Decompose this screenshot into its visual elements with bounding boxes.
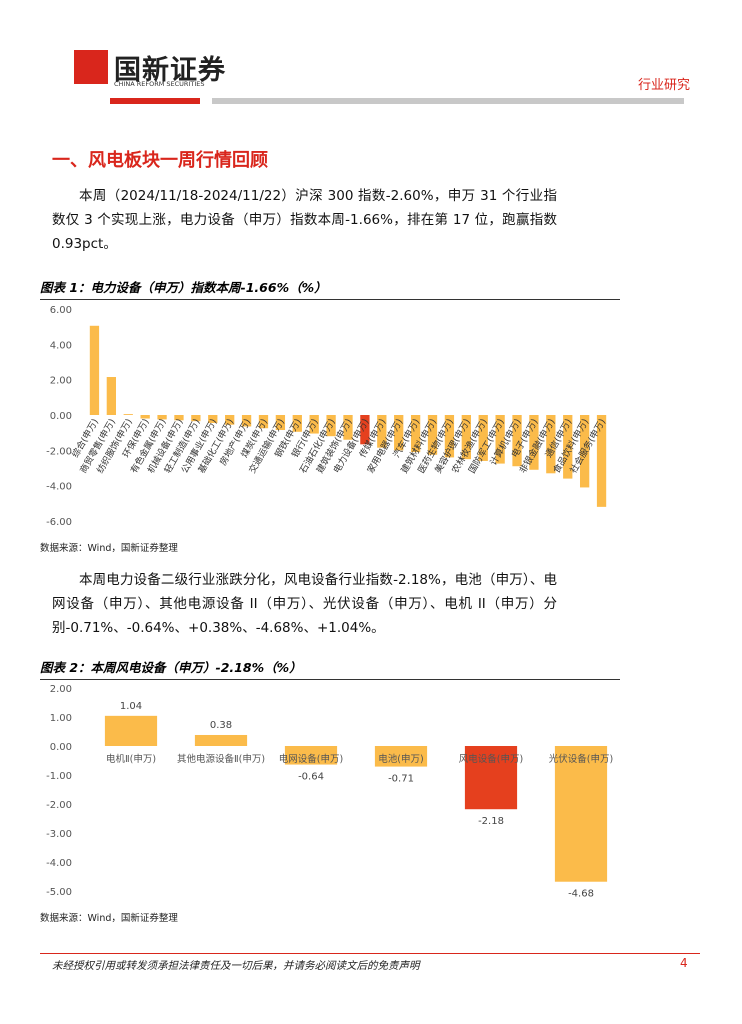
bar — [464, 746, 518, 810]
bar — [554, 746, 608, 882]
brand: 国新证券 — [114, 55, 226, 86]
bar — [194, 734, 248, 746]
bar — [258, 415, 269, 429]
bar — [225, 415, 235, 425]
footer-line — [40, 953, 700, 954]
y-tick-label: -2.00 — [46, 800, 72, 811]
bar — [394, 415, 404, 451]
value-label: -0.64 — [298, 772, 324, 783]
bar — [563, 415, 573, 479]
page-number: 4 — [680, 956, 688, 970]
x-tick-label: 光伏设备(申万) — [549, 753, 613, 765]
y-tick-label: 4.00 — [50, 340, 72, 351]
y-tick-label: 2.00 — [50, 376, 72, 387]
source: 数据来源：Wind，国新证券整理 — [40, 913, 178, 924]
y-tick-label: -3.00 — [46, 829, 72, 840]
bar — [326, 415, 336, 437]
bar — [360, 415, 370, 445]
y-tick-label: -4.00 — [46, 858, 72, 869]
bar — [89, 325, 100, 415]
header-bar-red — [110, 98, 200, 104]
y-tick-label: -1.00 — [46, 771, 72, 782]
bar — [292, 415, 302, 432]
value-label: -4.68 — [568, 889, 594, 900]
logo-mark — [74, 50, 108, 84]
value-label: 0.38 — [210, 720, 232, 731]
header-tag: 行业研究 — [638, 78, 691, 93]
brand-en: CHINA REFORM SECURITIES — [114, 80, 205, 88]
bar — [427, 415, 438, 455]
bar — [444, 415, 455, 458]
bar — [309, 415, 319, 434]
bar — [106, 377, 117, 415]
bar — [546, 415, 556, 474]
value-label: -2.18 — [478, 816, 504, 827]
y-tick-label: 2.00 — [50, 684, 72, 695]
x-tick-label: 风电设备(申万) — [459, 753, 523, 765]
paragraph: 本周电力设备二级行业涨跌分化，风电设备行业指数-2.18%，电池（申万）、电网设… — [52, 572, 557, 636]
bar — [174, 415, 184, 421]
x-tick-label: 电池(申万) — [378, 753, 423, 765]
bar — [461, 415, 471, 460]
y-tick-label: 0.00 — [50, 742, 72, 753]
y-tick-label: -4.00 — [46, 482, 72, 493]
figure-title: 图表 2：本周风电设备（申万）-2.18%（%） — [40, 657, 620, 680]
y-tick-label: 0.00 — [50, 411, 72, 422]
header-bar-gray — [212, 98, 684, 104]
bar — [191, 415, 201, 422]
value-label: -0.71 — [388, 774, 414, 785]
bar — [241, 415, 252, 427]
bar — [495, 415, 505, 464]
bar — [596, 415, 607, 507]
bar — [157, 415, 167, 420]
x-tick-label: 电网设备(申万) — [279, 753, 343, 765]
bar — [374, 746, 428, 767]
bar — [410, 415, 421, 453]
x-tick-label: 其他电源设备Ⅱ(申万) — [177, 753, 265, 765]
y-tick-label: 6.00 — [50, 305, 72, 316]
bar — [579, 415, 590, 488]
bar — [343, 415, 353, 440]
y-tick-label: -2.00 — [46, 446, 72, 457]
bar — [529, 415, 539, 470]
bar — [284, 746, 338, 765]
section-title: 一、风电板块一周行情回顾 — [52, 150, 268, 171]
chart: 2.00 1.00 0.00 -1.00 -2.00 -3.00 -4.00 -5.00 电机Ⅱ… — [46, 684, 613, 900]
bar — [377, 415, 387, 448]
disclaimer: 未经授权引用或转发须承担法律责任及一切后果，并请务必阅读文后的免责声明 — [52, 960, 420, 972]
source: 数据来源：Wind，国新证券整理 — [40, 543, 178, 554]
value-label: 1.04 — [120, 701, 142, 712]
x-tick-label: 电机Ⅱ(申万) — [106, 753, 156, 765]
y-tick-label: -5.00 — [46, 887, 72, 898]
bar — [104, 715, 158, 746]
y-tick-label: -6.00 — [46, 517, 72, 528]
figure-title: 图表 1：电力设备（申万）指数本周-1.66%（%） — [40, 277, 620, 300]
bar — [208, 415, 218, 423]
bar — [478, 415, 488, 461]
paragraph: 本周（2024/11/18-2024/11/22）沪深 300 指数-2.60%… — [52, 188, 557, 252]
bar — [512, 415, 522, 467]
bar — [275, 415, 286, 431]
y-tick-label: 1.00 — [50, 713, 72, 724]
chart: 6.004.002.000.00-2.00-4.00-6.00综合(申万)商贸零… — [46, 305, 608, 528]
bar — [123, 414, 133, 415]
bar — [140, 415, 150, 419]
